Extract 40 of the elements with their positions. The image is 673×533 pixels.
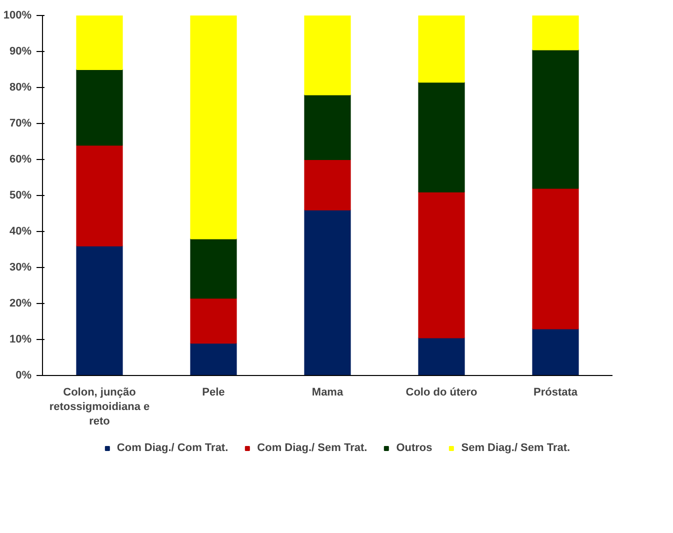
y-tick-label: 40% — [9, 226, 32, 238]
bar — [418, 191, 465, 338]
y-tick-label: 100% — [3, 10, 32, 22]
bar — [532, 188, 579, 330]
x-tick-label: Colo do útero — [406, 386, 478, 398]
bar — [190, 298, 237, 344]
bar — [304, 94, 351, 160]
y-tick-label: 70% — [9, 118, 32, 130]
legend-label: Com Diag./ Com Trat. — [116, 442, 228, 454]
bar — [418, 82, 465, 192]
bar — [304, 159, 351, 210]
bar — [304, 209, 351, 376]
bar — [532, 49, 579, 189]
bar — [76, 245, 123, 376]
y-tick-label: 30% — [9, 262, 32, 274]
bar — [418, 16, 465, 83]
bar — [76, 69, 123, 146]
y-tick-label: 90% — [9, 46, 32, 58]
bar — [304, 16, 351, 96]
y-tick-label: 20% — [9, 298, 32, 310]
x-tick-label: Mama — [312, 386, 344, 398]
legend-label: Sem Diag./ Sem Trat. — [461, 442, 570, 454]
bar — [418, 337, 465, 376]
bar — [76, 144, 123, 246]
y-tick-label: 80% — [9, 82, 32, 94]
y-tick-label: 60% — [9, 154, 32, 166]
x-tick-label: Pele — [202, 386, 225, 398]
bar — [76, 16, 123, 70]
bar — [190, 238, 237, 299]
x-tick-label: Próstata — [533, 386, 578, 398]
legend-label: Outros — [396, 442, 432, 454]
bar — [190, 342, 237, 376]
bar — [190, 16, 237, 240]
bar — [532, 16, 579, 50]
y-tick-label: 10% — [9, 334, 32, 346]
legend-label: Com Diag./ Sem Trat. — [257, 442, 368, 454]
x-tick-label: Colon, junção retossigmoidiana e reto — [49, 386, 150, 428]
y-tick-label: 0% — [16, 370, 32, 382]
bar — [532, 328, 579, 376]
y-tick-label: 50% — [9, 190, 32, 202]
